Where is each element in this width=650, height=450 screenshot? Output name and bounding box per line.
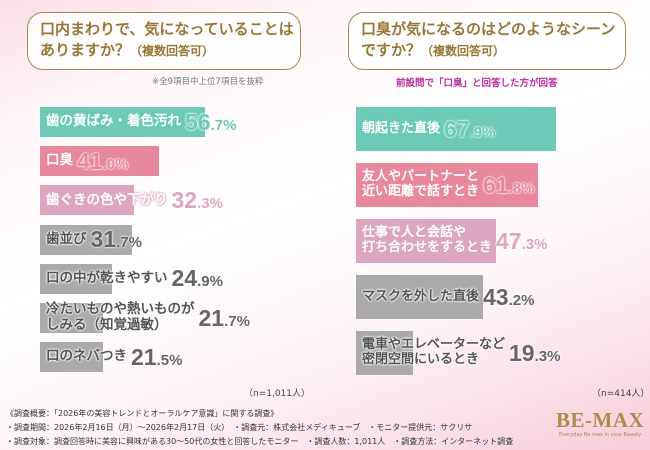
bar-label-line: 密閉空間にいるとき	[362, 352, 480, 367]
logo-name: BE-MAX	[556, 408, 645, 432]
right-subtitle: 前設問で「口臭」と回答した方が回答	[396, 78, 558, 89]
bar-label-line: 口臭	[46, 152, 73, 169]
value-label: 24.9%	[171, 265, 223, 292]
value-label: 21.7%	[198, 304, 250, 331]
bar-label: 冷たいものや熱いものが しみる（知覚過敏）	[40, 302, 195, 333]
footer-target: ・調査対象：調査回答時に美容に興味がある30～50代の女性と回答したモニター ・…	[6, 437, 514, 446]
bar-label-line: 口の中が乾きやすい	[46, 270, 168, 287]
bar-label: 歯の黄ばみ・着色汚れ	[40, 114, 181, 130]
bar-row: 歯の黄ばみ・着色汚れ 56.7%	[40, 107, 236, 137]
right-question-note: （複数回答可）	[421, 44, 506, 58]
left-note: ※全9項目中上位7項目を抜粋	[152, 77, 264, 87]
bar	[356, 331, 413, 375]
bar-label: 電車やエレベーターなど 密閉空間にいるとき	[356, 337, 506, 368]
left-sample-size: （n=1,011人）	[244, 389, 311, 399]
value-label: 31.7%	[90, 226, 142, 253]
bar-row: 口臭 41.0%	[40, 146, 160, 177]
bar	[356, 219, 496, 263]
left-question-box: 口内まわりで、気になっていることは ありますか？（複数回答可）	[27, 12, 301, 70]
bar-label: 口臭	[40, 153, 73, 169]
footer-period: ・調査期間：2026年2月16日（月）～2026年2月17日（火） ・調査元：株…	[6, 423, 473, 432]
value-label: 32.3%	[171, 186, 223, 213]
bar-label: 仕事で人と会話や 打ち合わせをするとき	[356, 225, 493, 256]
bar-row: 歯ぐきの色や下がり 32.3%	[40, 185, 223, 216]
bar-label-line: 口のネバつき	[46, 348, 127, 365]
bar	[356, 163, 539, 207]
bar-label-line: 友人やパートナーと	[362, 169, 480, 185]
bar-label: 朝起きた直後	[356, 120, 441, 137]
footer-title: 《調査概要：「2026年の美容トレンドとオーラルケア意識」に関する調査》	[6, 409, 279, 418]
bar-row: マスクを外した直後 43.2%	[356, 275, 534, 319]
bar-label-line: 仕事で人と会話や	[362, 225, 467, 241]
bar-label: 友人やパートナーと 近い距離で話すとき	[356, 169, 480, 200]
bar-row: 朝起きた直後 67.9%	[356, 107, 557, 151]
bar-label-line: 歯の黄ばみ・着色汚れ	[46, 113, 181, 130]
bar-row: 口の中が乾きやすい 24.9%	[40, 263, 223, 294]
bar	[40, 107, 205, 137]
bar	[40, 263, 113, 294]
value-label: 21.5%	[131, 343, 183, 370]
be-max-logo: BE-MAX Everyday Be max in your Beauty	[556, 408, 644, 439]
value-label: 19.3%	[509, 339, 561, 366]
bar-label: 口の中が乾きやすい	[40, 271, 168, 287]
bar-label-line: 近い距離で話すとき	[362, 184, 480, 199]
bar-row: 口のネバつき 21.5%	[40, 342, 183, 373]
value-label: 56.7%	[185, 108, 237, 135]
bar-label-line: 電車やエレベーターなど	[362, 337, 506, 353]
value-label: 67.9%	[444, 115, 496, 142]
bar	[356, 275, 484, 319]
right-question-box: 口臭が気になるのはどのようなシーン ですか？（複数回答可）	[348, 12, 626, 70]
right-question-line2: ですか？	[361, 41, 422, 59]
bar-label-line: 打ち合わせをするとき	[362, 240, 493, 255]
value-label: 41.0%	[77, 147, 129, 174]
bar-row: 歯並び 31.7%	[40, 224, 142, 255]
right-sample-size: （n=414人）	[592, 389, 650, 399]
bar-label-line: 朝起きた直後	[362, 120, 441, 136]
bar	[40, 185, 134, 216]
left-question-line1: 口内まわりで、気になっていることは	[40, 20, 294, 38]
bar	[40, 146, 160, 177]
bar-label: 口のネバつき	[40, 349, 127, 365]
bar	[40, 303, 104, 333]
bar-label: 歯ぐきの色や下がり	[40, 191, 168, 209]
bar-label-line: 歯ぐきの色や下がり	[46, 191, 168, 208]
bar-label: 歯並び	[40, 230, 87, 248]
bar-label: マスクを外した直後	[356, 288, 480, 305]
value-label: 61.8%	[483, 171, 535, 198]
bar-label-line: マスクを外した直後	[362, 288, 480, 304]
bar-row: 仕事で人と会話や 打ち合わせをするとき 47.3%	[356, 219, 547, 263]
logo-tagline: Everyday Be max in your Beauty	[558, 432, 642, 438]
bar	[356, 107, 557, 151]
bar-label-line: しみる（知覚過敏）	[46, 317, 168, 333]
bar-label-line: 冷たいものや熱いものが	[46, 301, 195, 318]
bar-row: 冷たいものや熱いものが しみる（知覚過敏） 21.7%	[40, 302, 250, 333]
left-question-note: （複数回答可）	[130, 44, 215, 58]
bar-label-line: 歯並び	[46, 230, 87, 247]
bar	[40, 342, 103, 373]
bar-row: 電車やエレベーターなど 密閉空間にいるとき 19.3%	[356, 331, 560, 375]
right-question-line1: 口臭が気になるのはどのようなシーン	[361, 20, 616, 38]
left-question-line2: ありますか？	[40, 41, 131, 59]
bar-row: 友人やパートナーと 近い距離で話すとき 61.8%	[356, 163, 539, 207]
value-label: 47.3%	[496, 227, 548, 254]
bar	[40, 224, 133, 255]
value-label: 43.2%	[483, 283, 535, 310]
